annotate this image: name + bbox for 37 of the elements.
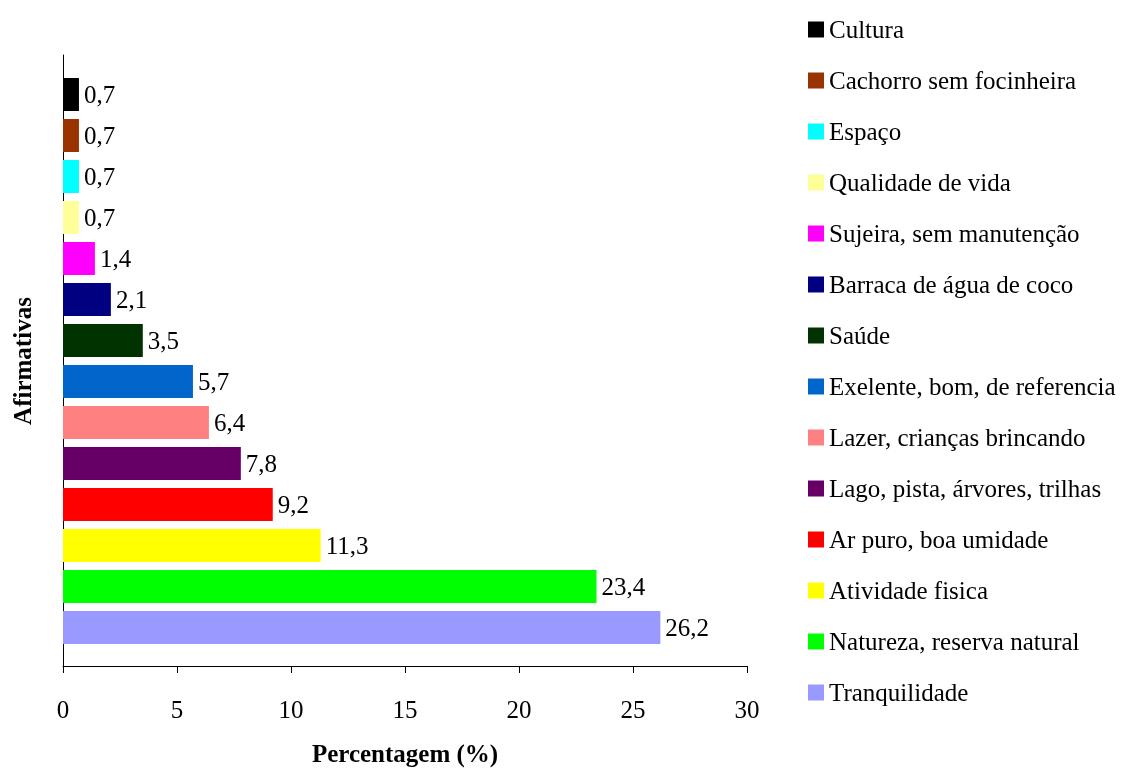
data-label: 26,2 xyxy=(665,614,710,641)
data-label: 6,4 xyxy=(213,409,246,436)
legend-label: Ar puro, boa umidade xyxy=(829,526,1049,553)
data-label: 3,5 xyxy=(147,327,180,354)
legend-label: Cachorro sem focinheira xyxy=(829,67,1077,94)
data-label: 11,3 xyxy=(325,532,369,559)
x-tick-label: 0 xyxy=(56,696,70,723)
legend-label: Exelente, bom, de referencia xyxy=(829,373,1116,400)
legend-label: Natureza, reserva natural xyxy=(829,628,1080,655)
data-label: 9,2 xyxy=(277,491,310,518)
legend-label: Atividade fisica xyxy=(829,577,988,604)
legend-label: Cultura xyxy=(829,16,904,43)
legend-label: Espaço xyxy=(829,118,902,145)
data-label: 0,7 xyxy=(83,81,116,108)
x-tick-label: 20 xyxy=(506,696,532,723)
legend-label: Saúde xyxy=(829,322,891,349)
data-label: 1,4 xyxy=(99,245,132,272)
legend-label: Lazer, crianças brincando xyxy=(829,424,1086,451)
legend-label: Tranquilidade xyxy=(829,679,969,706)
data-label: 23,4 xyxy=(601,573,646,600)
data-label: 5,7 xyxy=(197,368,230,395)
legend-label: Qualidade de vida xyxy=(829,169,1011,196)
data-label: 0,7 xyxy=(83,163,116,190)
x-axis-title: Percentagem (%) xyxy=(311,740,499,768)
y-axis-title: Afirmativas xyxy=(9,296,36,425)
data-label: 0,7 xyxy=(83,204,116,231)
x-tick-label: 30 xyxy=(734,696,760,723)
legend-label: Barraca de água de coco xyxy=(829,271,1074,298)
legend-label: Lago, pista, árvores, trilhas xyxy=(829,475,1102,502)
legend-label: Sujeira, sem manutenção xyxy=(829,220,1080,247)
x-tick-label: 5 xyxy=(170,696,184,723)
x-tick-label: 15 xyxy=(392,696,418,723)
data-label: 7,8 xyxy=(245,450,278,477)
data-label: 0,7 xyxy=(83,122,116,149)
x-tick-label: 25 xyxy=(620,696,646,723)
x-tick-label: 10 xyxy=(278,696,304,723)
data-label: 2,1 xyxy=(115,286,148,313)
